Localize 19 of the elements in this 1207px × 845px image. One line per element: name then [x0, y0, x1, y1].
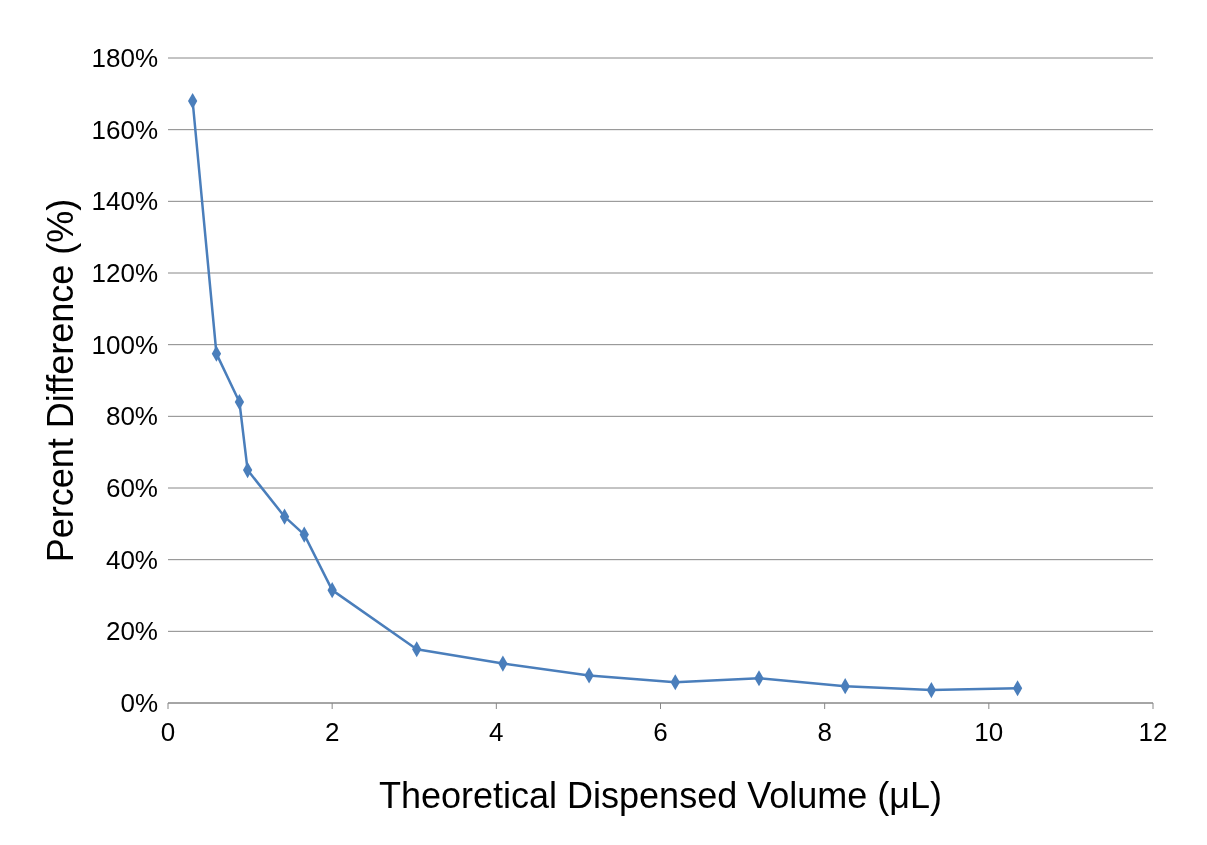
y-axis-title: Percent Difference (%): [40, 198, 81, 563]
y-tick-label: 40%: [105, 544, 158, 575]
x-tick-label: 0: [160, 717, 176, 747]
x-tick-label: 12: [1138, 717, 1168, 747]
y-tick-label: 100%: [91, 329, 158, 360]
y-tick-label: 60%: [105, 473, 158, 504]
x-tick-label: 4: [489, 717, 504, 747]
y-tick-label: 180%: [91, 43, 158, 74]
y-tick-label: 0%: [120, 688, 158, 719]
y-tick-label: 140%: [91, 186, 158, 217]
y-tick-label: 80%: [105, 401, 158, 432]
y-tick-label: 160%: [91, 114, 158, 145]
y-tick-label: 20%: [105, 616, 158, 647]
x-tick-label: 2: [324, 717, 340, 747]
x-tick-label: 6: [653, 717, 668, 747]
x-axis-title: Theoretical Dispensed Volume (μL): [378, 775, 943, 816]
x-tick-label: 10: [974, 717, 1004, 747]
x-tick-label: 8: [817, 717, 832, 747]
y-tick-label: 120%: [91, 258, 158, 289]
